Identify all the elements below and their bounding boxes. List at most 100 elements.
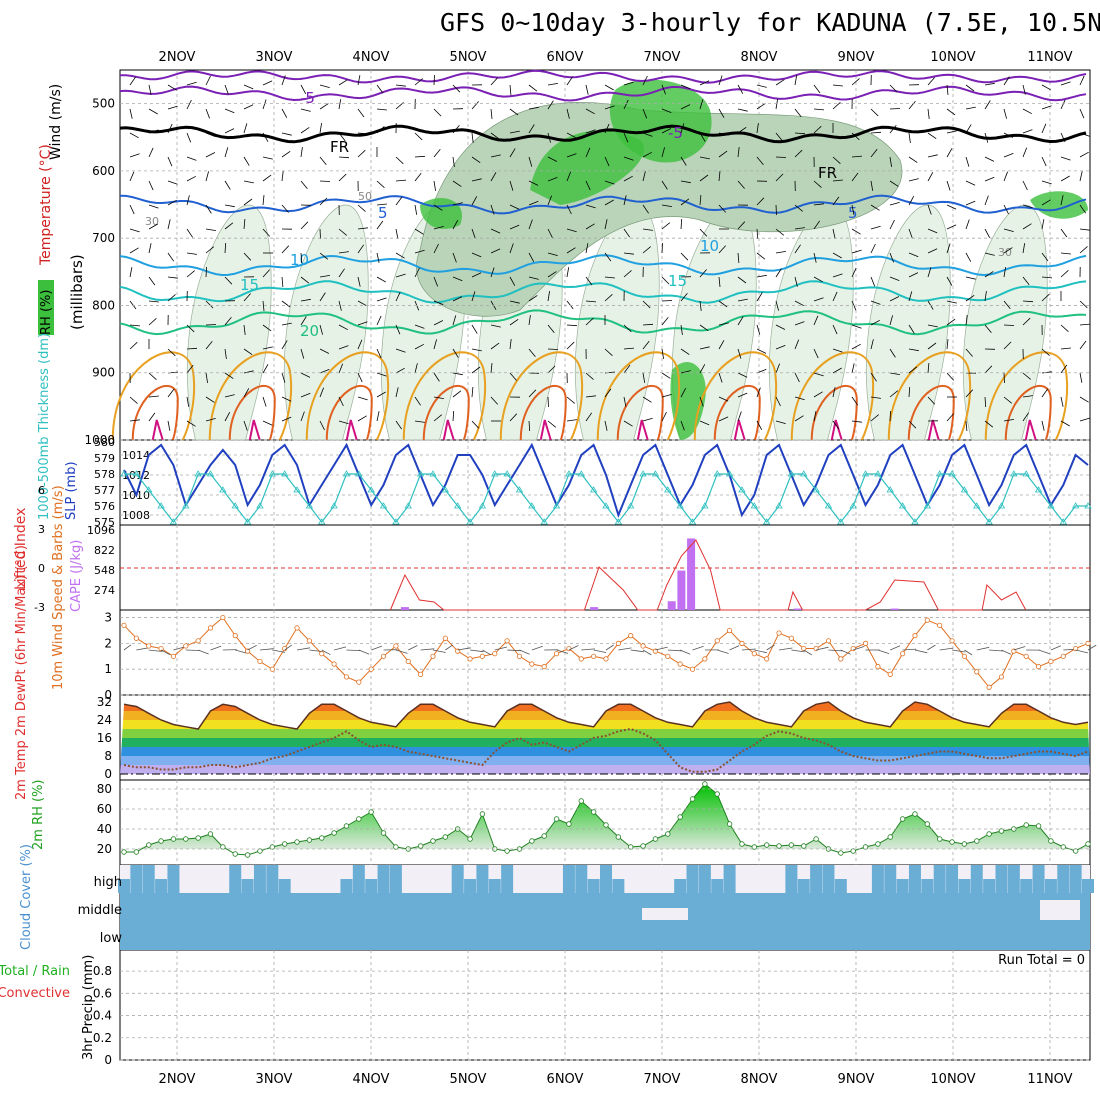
temp-band (120, 693, 1090, 702)
wind-barb (262, 324, 272, 332)
wind-barb (509, 300, 520, 304)
wind-barb (1041, 252, 1049, 262)
wind-barb (775, 132, 783, 142)
wind-barb (395, 367, 405, 374)
warm-lobe-inner (907, 384, 955, 441)
wind-barb (775, 363, 780, 374)
wind-barb (642, 204, 649, 214)
wind-barb (1022, 129, 1033, 134)
wind-10m-barb (445, 644, 454, 651)
thickness-point (577, 470, 585, 477)
wind-barb (319, 180, 331, 182)
rh-point (430, 838, 436, 844)
wind-barb (395, 420, 403, 430)
wind-side-label: Wind (m/s) (48, 84, 64, 160)
rh-point (183, 836, 189, 842)
wind-barb (452, 296, 463, 302)
wind-barb (547, 420, 557, 428)
warm-lobe-inner (422, 384, 470, 441)
wind-barb (338, 228, 347, 236)
wind-10m-barb (1050, 645, 1061, 651)
wind-barb (813, 203, 824, 206)
wind-barb (1041, 420, 1045, 431)
wind-10m-barb (692, 645, 704, 651)
wind-barb (414, 78, 423, 86)
wind-barb (737, 84, 744, 94)
wind-barb (870, 225, 881, 230)
wind-barb (604, 123, 610, 134)
wind-barb (1022, 204, 1033, 209)
wind-barb (357, 339, 363, 350)
wind-barb (965, 294, 975, 302)
wind-barb (319, 252, 329, 260)
wind-10m-point (1060, 653, 1066, 659)
wind-barb (642, 246, 651, 254)
wind-barb (148, 318, 157, 326)
wind-10m-point (924, 617, 930, 623)
wind-10m-point (170, 653, 177, 659)
thickness-point (453, 502, 462, 509)
wind-10m-barb (321, 649, 331, 656)
wind-10m-point (838, 656, 844, 662)
wind-barb (395, 84, 406, 87)
wind-barb (414, 420, 425, 423)
wind-barb (452, 252, 457, 263)
cloud-high-bar (612, 879, 625, 893)
wind-10m-point (207, 625, 214, 631)
wind-barb (376, 276, 386, 283)
wind-10m-barb (914, 649, 928, 654)
wind-barb (1022, 317, 1031, 326)
wind-barb (509, 276, 516, 286)
wind-barb (623, 252, 634, 255)
freezing-level (119, 124, 1087, 144)
wind-barb (946, 276, 953, 286)
wind-barb (205, 108, 210, 119)
thickness-point (824, 502, 833, 509)
wind-barb (604, 84, 614, 91)
wind-10m-barb (309, 649, 323, 652)
wind-barb (756, 84, 767, 88)
wind-barb (1060, 270, 1069, 278)
wind-10m-point (801, 645, 807, 652)
wind-barb (414, 343, 424, 350)
wind-barb (908, 420, 917, 429)
rh-point (207, 831, 214, 837)
rh-point (170, 836, 177, 842)
cloud-high-bar (1007, 865, 1020, 893)
wind-barb (623, 396, 627, 407)
wind-barb (870, 300, 881, 305)
wind-barb (585, 223, 595, 230)
wind-barb (319, 84, 330, 88)
thickness-point (664, 486, 672, 493)
wind-barb (566, 396, 575, 404)
wind-10m-point (257, 658, 263, 665)
rh-blob (963, 204, 1048, 441)
wind-barb (547, 365, 556, 374)
wind-barb (509, 108, 519, 116)
wind-barb (756, 228, 759, 240)
warm-lobe-outer (887, 351, 972, 441)
thickness-point (1034, 486, 1043, 493)
wind-barb (509, 130, 520, 134)
wind-10m-point (813, 645, 819, 652)
temp-contour-20 (119, 309, 1087, 336)
cloud-high-bar (142, 865, 155, 893)
temp-contour-10 (119, 254, 1087, 277)
wind-10m-point (516, 653, 523, 659)
wind-barb (585, 372, 594, 380)
temp-tick: 32 (97, 695, 112, 709)
wind-barb (1003, 108, 1007, 119)
cloud-high-bar (340, 879, 353, 893)
wind-barb (452, 125, 460, 134)
wind-10m-barb (556, 649, 569, 654)
rh-high-zone-1 (530, 130, 644, 205)
wind-barb (813, 297, 824, 302)
warm-lobe-core (636, 419, 649, 441)
cloud-high-bar (785, 865, 798, 893)
wind-barb (338, 345, 349, 350)
wind-barb (794, 415, 804, 422)
wind-barb (889, 348, 896, 358)
warm-lobe-inner (131, 384, 179, 441)
wind-barb (965, 252, 972, 262)
rh-point (1048, 838, 1054, 844)
